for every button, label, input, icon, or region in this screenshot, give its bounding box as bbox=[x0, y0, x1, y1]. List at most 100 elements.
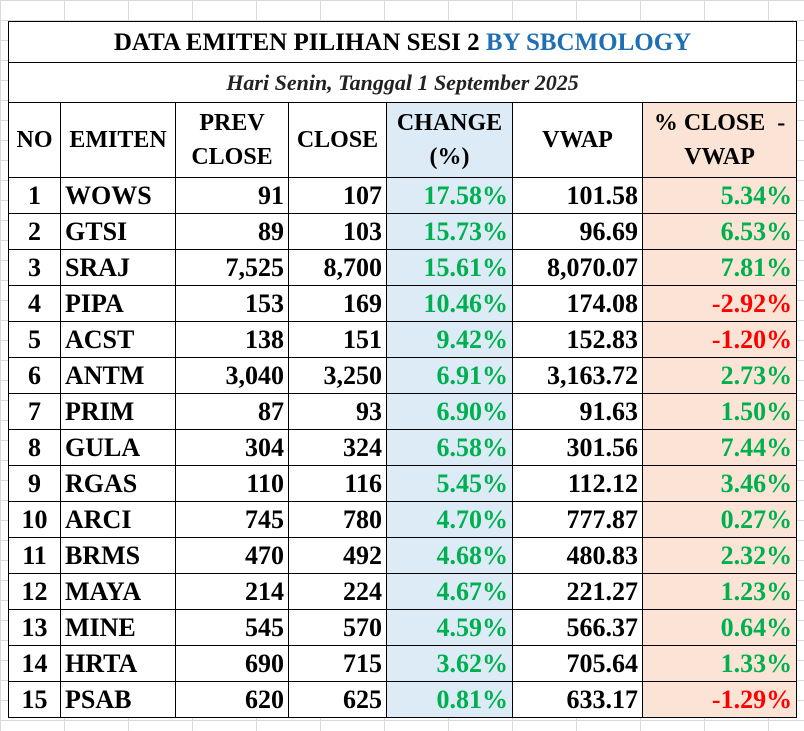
row-prev-close: 87 bbox=[175, 393, 289, 430]
row-close: 625 bbox=[288, 681, 387, 718]
table-row: 15 PSAB 620 625 0.81% 633.17 -1.29% bbox=[8, 681, 798, 718]
header-pct-line1: % CLOSE - bbox=[653, 110, 786, 136]
row-change: 0.81% bbox=[386, 681, 513, 718]
row-emiten: PSAB bbox=[60, 681, 176, 718]
row-pct-close-vwap: -1.29% bbox=[641, 681, 798, 718]
header-vwap: VWAP bbox=[512, 102, 643, 178]
row-no: 2 bbox=[8, 213, 61, 250]
row-pct-close-vwap: -2.92% bbox=[641, 285, 798, 322]
row-prev-close: 7,525 bbox=[175, 249, 289, 286]
row-change: 15.61% bbox=[386, 249, 513, 286]
row-vwap: 480.83 bbox=[512, 537, 643, 574]
row-close: 324 bbox=[288, 429, 387, 466]
row-emiten: MINE bbox=[60, 609, 176, 646]
row-close: 715 bbox=[288, 645, 387, 682]
row-emiten: PRIM bbox=[60, 393, 176, 430]
table-row: 8 GULA 304 324 6.58% 301.56 7.44% bbox=[8, 429, 798, 466]
row-close: 93 bbox=[288, 393, 387, 430]
row-vwap: 3,163.72 bbox=[512, 357, 643, 394]
row-change: 6.90% bbox=[386, 393, 513, 430]
row-change: 4.70% bbox=[386, 501, 513, 538]
row-vwap: 174.08 bbox=[512, 285, 643, 322]
row-prev-close: 470 bbox=[175, 537, 289, 574]
row-pct-close-vwap: 1.50% bbox=[641, 393, 798, 430]
row-vwap: 633.17 bbox=[512, 681, 643, 718]
header-close: CLOSE bbox=[288, 102, 387, 178]
row-no: 13 bbox=[8, 609, 61, 646]
row-emiten: HRTA bbox=[60, 645, 176, 682]
row-close: 224 bbox=[288, 573, 387, 610]
row-no: 11 bbox=[8, 537, 61, 574]
row-close: 116 bbox=[288, 465, 387, 502]
row-no: 12 bbox=[8, 573, 61, 610]
header-change: CHANGE (%) bbox=[386, 102, 513, 178]
row-vwap: 152.83 bbox=[512, 321, 643, 358]
row-emiten: WOWS bbox=[60, 177, 176, 214]
header-pct-line2: VWAP bbox=[684, 144, 755, 170]
row-prev-close: 89 bbox=[175, 213, 289, 250]
table-row: 2 GTSI 89 103 15.73% 96.69 6.53% bbox=[8, 213, 798, 250]
row-vwap: 221.27 bbox=[512, 573, 643, 610]
row-pct-close-vwap: 1.33% bbox=[641, 645, 798, 682]
row-change: 6.58% bbox=[386, 429, 513, 466]
row-change: 3.62% bbox=[386, 645, 513, 682]
row-emiten: ANTM bbox=[60, 357, 176, 394]
row-prev-close: 153 bbox=[175, 285, 289, 322]
row-prev-close: 745 bbox=[175, 501, 289, 538]
row-close: 492 bbox=[288, 537, 387, 574]
row-emiten: BRMS bbox=[60, 537, 176, 574]
row-pct-close-vwap: 0.64% bbox=[641, 609, 798, 646]
table-row: 9 RGAS 110 116 5.45% 112.12 3.46% bbox=[8, 465, 798, 502]
row-no: 7 bbox=[8, 393, 61, 430]
header-prev-close: PREV CLOSE bbox=[175, 102, 289, 178]
row-change: 17.58% bbox=[386, 177, 513, 214]
row-vwap: 777.87 bbox=[512, 501, 643, 538]
row-close: 3,250 bbox=[288, 357, 387, 394]
row-emiten: ARCI bbox=[60, 501, 176, 538]
row-vwap: 96.69 bbox=[512, 213, 643, 250]
row-prev-close: 545 bbox=[175, 609, 289, 646]
row-pct-close-vwap: 6.53% bbox=[641, 213, 798, 250]
row-change: 9.42% bbox=[386, 321, 513, 358]
row-emiten: GULA bbox=[60, 429, 176, 466]
row-vwap: 566.37 bbox=[512, 609, 643, 646]
table-row: 10 ARCI 745 780 4.70% 777.87 0.27% bbox=[8, 501, 798, 538]
table-row: 3 SRAJ 7,525 8,700 15.61% 8,070.07 7.81% bbox=[8, 249, 798, 286]
header-emiten: EMITEN bbox=[60, 102, 176, 178]
header-no: NO bbox=[8, 102, 61, 178]
row-pct-close-vwap: 0.27% bbox=[641, 501, 798, 538]
row-emiten: RGAS bbox=[60, 465, 176, 502]
header-pct-close-vwap: % CLOSE - VWAP bbox=[641, 102, 798, 178]
row-no: 5 bbox=[8, 321, 61, 358]
row-prev-close: 620 bbox=[175, 681, 289, 718]
row-emiten: MAYA bbox=[60, 573, 176, 610]
row-no: 10 bbox=[8, 501, 61, 538]
row-close: 169 bbox=[288, 285, 387, 322]
row-prev-close: 214 bbox=[175, 573, 289, 610]
row-change: 6.91% bbox=[386, 357, 513, 394]
row-prev-close: 138 bbox=[175, 321, 289, 358]
row-emiten: PIPA bbox=[60, 285, 176, 322]
row-vwap: 91.63 bbox=[512, 393, 643, 430]
row-no: 14 bbox=[8, 645, 61, 682]
row-pct-close-vwap: 7.81% bbox=[641, 249, 798, 286]
row-change: 15.73% bbox=[386, 213, 513, 250]
emiten-table: DATA EMITEN PILIHAN SESI 2 BY SBCMOLOGY … bbox=[7, 21, 798, 718]
table-body: 1 WOWS 91 107 17.58% 101.58 5.34% 2 GTSI 89 103 15.… bbox=[8, 177, 798, 718]
table-title: DATA EMITEN PILIHAN SESI 2 BY SBCMOLOGY bbox=[7, 21, 798, 63]
table-row: 5 ACST 138 151 9.42% 152.83 -1.20% bbox=[8, 321, 798, 358]
row-pct-close-vwap: -1.20% bbox=[641, 321, 798, 358]
table-row: 1 WOWS 91 107 17.58% 101.58 5.34% bbox=[8, 177, 798, 214]
row-close: 103 bbox=[288, 213, 387, 250]
row-vwap: 705.64 bbox=[512, 645, 643, 682]
row-vwap: 8,070.07 bbox=[512, 249, 643, 286]
row-vwap: 112.12 bbox=[512, 465, 643, 502]
header-prev-close-line1: PREV bbox=[199, 110, 265, 136]
row-pct-close-vwap: 3.46% bbox=[641, 465, 798, 502]
row-close: 151 bbox=[288, 321, 387, 358]
row-close: 570 bbox=[288, 609, 387, 646]
table-row: 13 MINE 545 570 4.59% 566.37 0.64% bbox=[8, 609, 798, 646]
row-pct-close-vwap: 1.23% bbox=[641, 573, 798, 610]
row-change: 4.59% bbox=[386, 609, 513, 646]
header-prev-close-line2: CLOSE bbox=[191, 144, 273, 170]
